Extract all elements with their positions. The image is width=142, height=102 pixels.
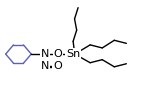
Text: O: O	[54, 49, 63, 59]
Text: Sn: Sn	[66, 49, 80, 59]
Text: O: O	[53, 61, 62, 71]
Text: N: N	[41, 61, 49, 71]
Text: N: N	[41, 49, 49, 59]
